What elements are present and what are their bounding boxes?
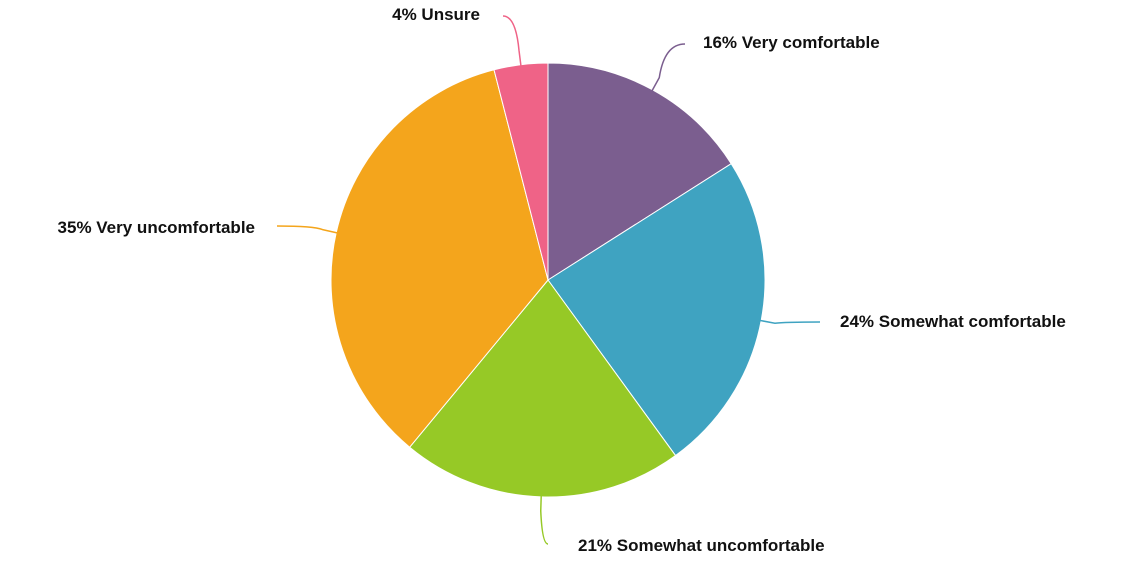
- slice-labels: 16% Very comfortable 24% Somewhat comfort…: [58, 5, 1066, 555]
- leader-line-unsure: [502, 15, 522, 67]
- leader-line-very-uncomfortable: [276, 225, 339, 234]
- leader-line-very-comfortable: [650, 43, 686, 92]
- leader-lines: [276, 15, 821, 545]
- leader-line-somewhat-comfortable: [759, 319, 821, 325]
- pie-slices: [330, 62, 766, 498]
- slice-label-very-comfortable: 16% Very comfortable: [703, 33, 880, 52]
- slice-label-unsure: 4% Unsure: [392, 5, 480, 24]
- slice-label-somewhat-uncomfortable: 21% Somewhat uncomfortable: [578, 536, 825, 555]
- slice-label-very-uncomfortable: 35% Very uncomfortable: [58, 218, 255, 237]
- slice-label-somewhat-comfortable: 24% Somewhat comfortable: [840, 312, 1066, 331]
- leader-line-somewhat-uncomfortable: [539, 494, 549, 545]
